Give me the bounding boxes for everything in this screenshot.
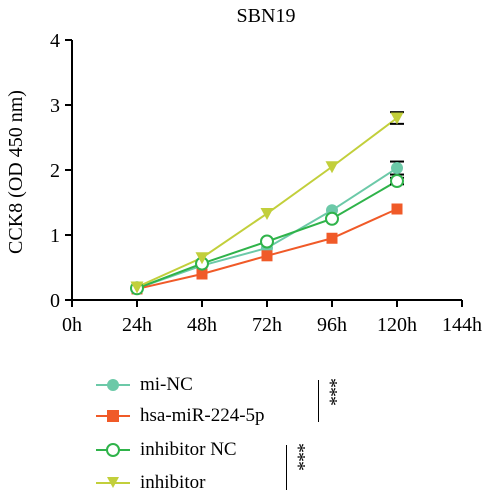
y-tick-label: 3 (50, 95, 60, 117)
significance-label-2: *** (287, 443, 309, 470)
legend: mi-NC hsa-miR-224-5p inhibitor NC inhibi… (96, 370, 396, 495)
significance-bracket-2 (286, 445, 287, 490)
data-point-hsa-mir-224-5p (261, 250, 273, 262)
data-point-mi-nc (391, 162, 403, 175)
y-tick-label: 2 (50, 160, 60, 182)
data-point-inhibitor-nc (325, 211, 339, 226)
legend-item-hsa-mir-224-5p: hsa-miR-224-5p (96, 403, 265, 429)
data-point-inhibitor (195, 252, 209, 265)
data-point-inhibitor (390, 112, 404, 125)
x-tick-label: 48h (187, 314, 217, 336)
data-point-hsa-mir-224-5p (196, 268, 208, 280)
legend-item-mi-nc: mi-NC (96, 372, 193, 398)
legend-label-mi-nc: mi-NC (140, 374, 193, 395)
data-point-inhibitor-nc (390, 174, 404, 189)
x-tick-label: 144h (442, 314, 482, 336)
chart-title: SBN19 (237, 5, 296, 27)
legend-marker-hsa-mir-224-5p (96, 410, 130, 422)
y-tick-label: 4 (50, 30, 60, 52)
legend-label-hsa-mir-224-5p: hsa-miR-224-5p (140, 405, 265, 426)
data-point-hsa-mir-224-5p (326, 232, 338, 244)
series-line-inhibitor (136, 117, 398, 288)
data-point-hsa-mir-224-5p (391, 203, 403, 215)
legend-label-inhibitor-nc: inhibitor NC (140, 439, 237, 460)
legend-marker-inhibitor-nc (96, 443, 130, 457)
legend-item-inhibitor: inhibitor (96, 470, 205, 496)
data-point-inhibitor (130, 281, 144, 294)
x-tick-label: 120h (377, 314, 417, 336)
y-tick-label: 0 (50, 290, 60, 312)
x-tick-label: 24h (122, 314, 152, 336)
data-point-inhibitor-nc (260, 234, 274, 249)
x-tick-label: 96h (317, 314, 347, 336)
legend-item-inhibitor-nc: inhibitor NC (96, 437, 237, 463)
x-tick-label: 72h (252, 314, 282, 336)
data-point-inhibitor (325, 161, 339, 174)
significance-label-1: *** (319, 378, 341, 405)
legend-marker-mi-nc (96, 379, 130, 391)
data-point-inhibitor (260, 208, 274, 221)
y-tick-label: 1 (50, 225, 60, 247)
legend-label-inhibitor: inhibitor (140, 472, 206, 493)
x-tick-label: 0h (62, 314, 82, 336)
y-axis-label: CCK8 (OD 450 nm) (5, 90, 27, 254)
legend-marker-inhibitor (96, 477, 130, 488)
significance-bracket-1 (318, 380, 319, 422)
